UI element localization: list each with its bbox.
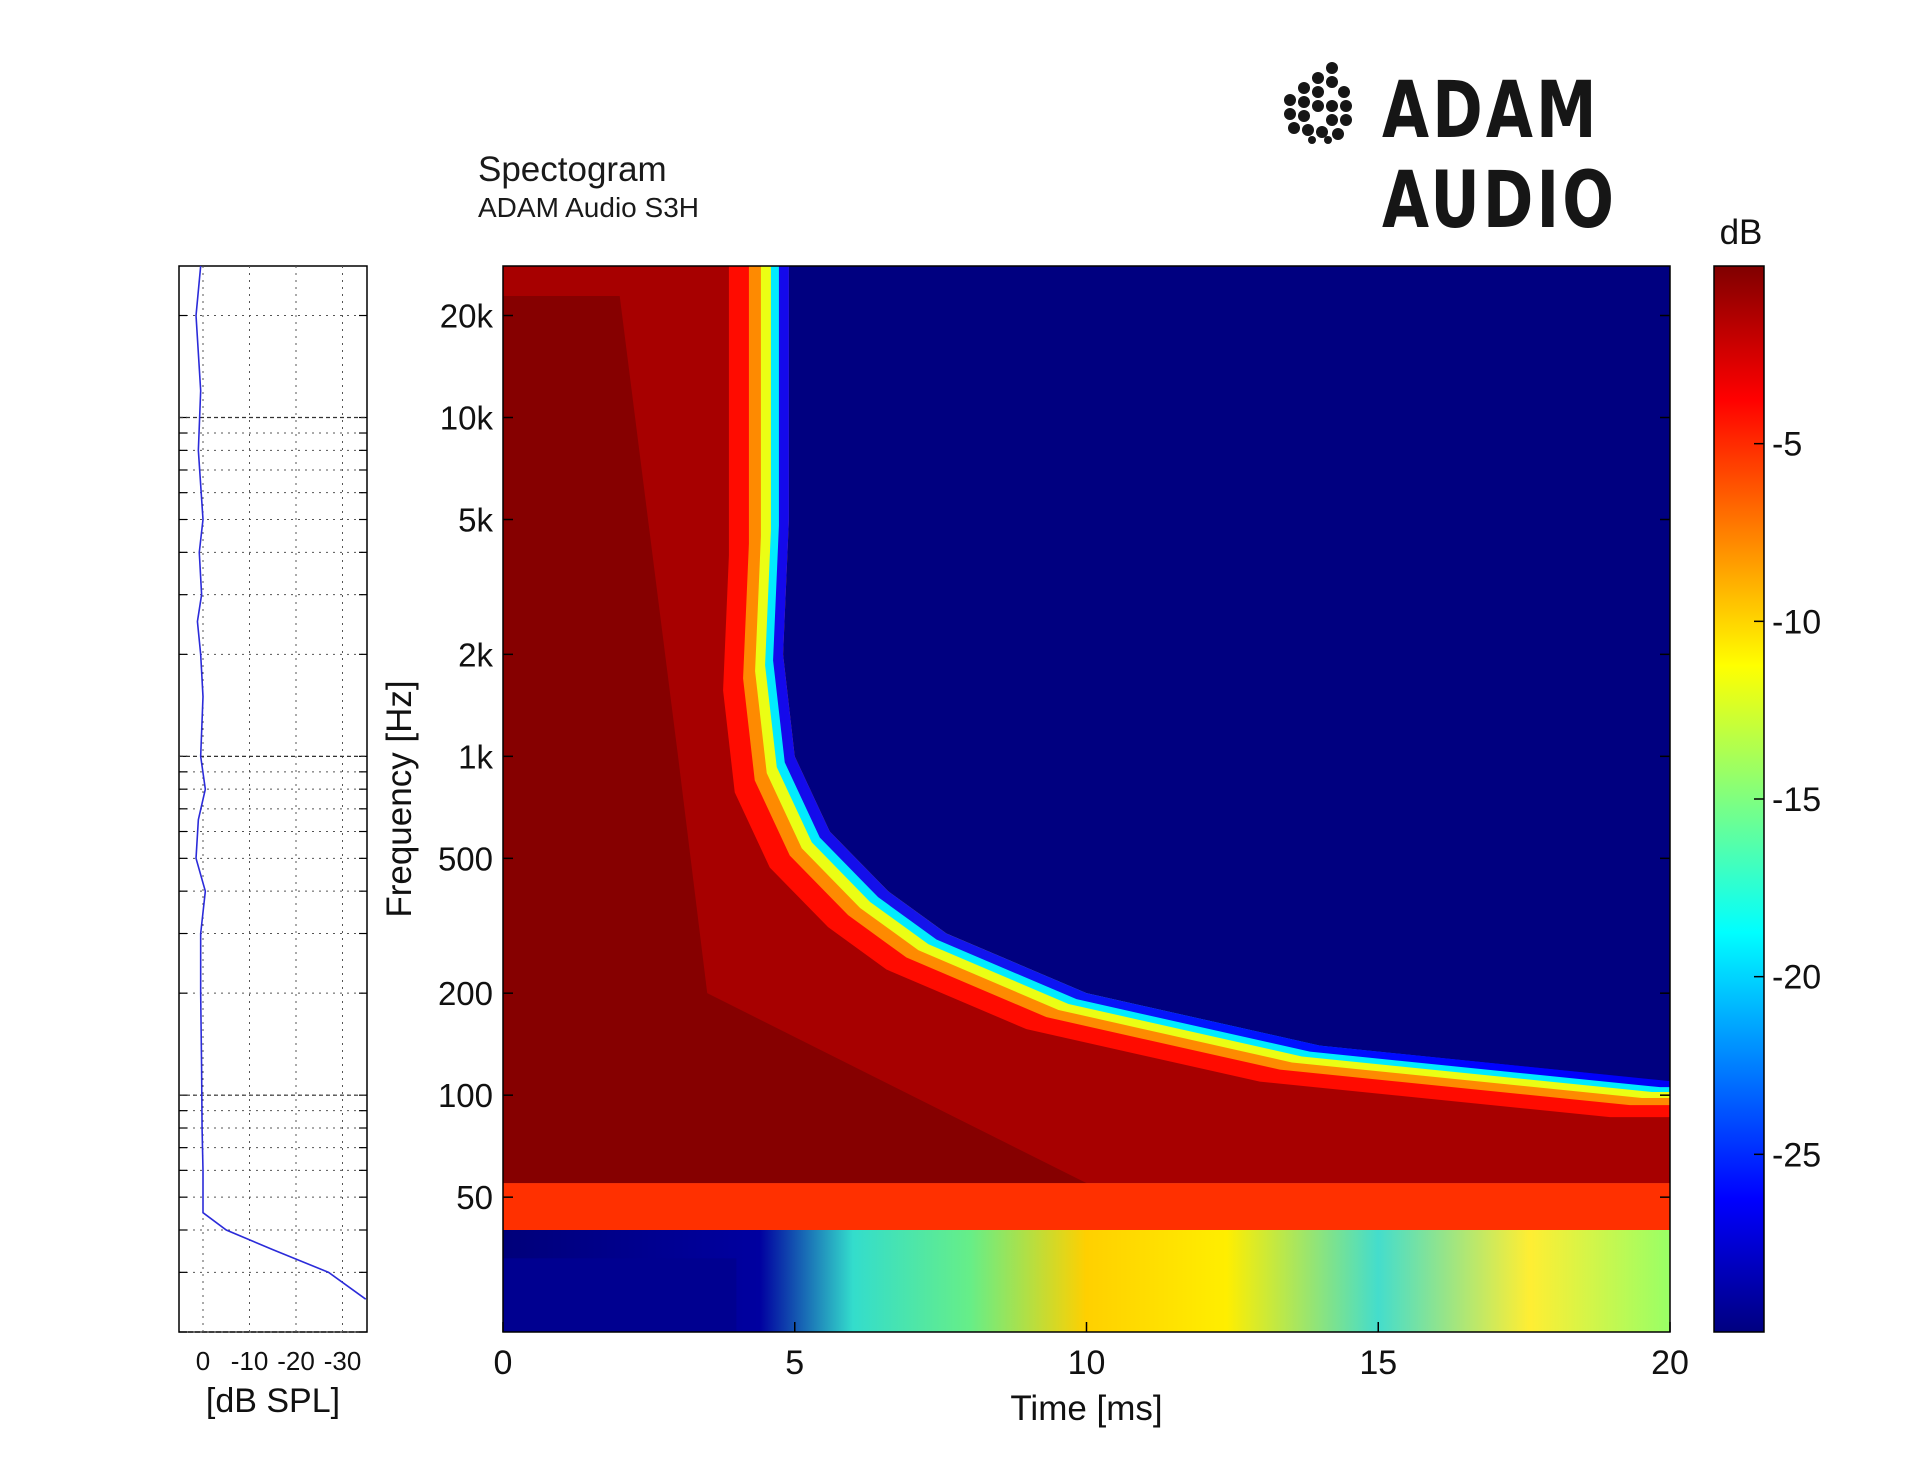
colorbar-tick-label: -20 [1772, 959, 1821, 997]
spectrogram-heatmap [503, 266, 1670, 1332]
x-tick-label: 0 [494, 1344, 513, 1382]
chart-title: Spectogram [478, 150, 667, 189]
colorbar-tick-label: -25 [1772, 1136, 1821, 1174]
y-tick-label: 1k [458, 738, 493, 775]
colorbar-label: dB [1720, 213, 1763, 252]
side-x-tick-label: 0 [196, 1346, 210, 1376]
y-tick-label: 20k [440, 298, 494, 335]
colorbar-tick-label: -15 [1772, 781, 1821, 819]
y-tick-label: 2k [458, 636, 493, 673]
contour-band-5 [503, 266, 1670, 1184]
side-x-tick-label: -30 [324, 1346, 362, 1376]
y-tick-label: 5k [458, 502, 493, 539]
chart-subtitle: ADAM Audio S3H [478, 192, 699, 223]
energy-core [503, 296, 1087, 1184]
side-x-tick-label: -20 [277, 1346, 315, 1376]
response-line [195, 265, 367, 1300]
y-tick-label: 100 [438, 1077, 493, 1114]
y-tick-label: 500 [438, 840, 493, 877]
y-tick-label: 200 [438, 975, 493, 1012]
side-x-axis-label: [dB SPL] [206, 1382, 340, 1420]
x-axis-label: Time [ms] [1010, 1389, 1162, 1428]
low-band-blue [503, 1258, 737, 1332]
y-tick-label: 50 [456, 1179, 493, 1216]
side-x-tick-label: -10 [231, 1346, 269, 1376]
x-tick-label: 15 [1359, 1344, 1397, 1382]
low-band-red [503, 1183, 1670, 1231]
y-axis-label: Frequency [Hz] [380, 680, 419, 917]
colorbar-tick-label: -10 [1772, 603, 1821, 641]
x-tick-label: 20 [1651, 1344, 1689, 1382]
y-tick-label: 10k [440, 400, 494, 437]
brand-logo-text: ADAM AUDIO [1382, 66, 1618, 246]
x-tick-label: 5 [785, 1344, 804, 1382]
side-panel-frame [178, 265, 368, 1333]
colorbar-tick-label: -5 [1772, 426, 1802, 464]
x-tick-label: 10 [1068, 1344, 1106, 1382]
adam-audio-logo-icon [1284, 62, 1352, 144]
